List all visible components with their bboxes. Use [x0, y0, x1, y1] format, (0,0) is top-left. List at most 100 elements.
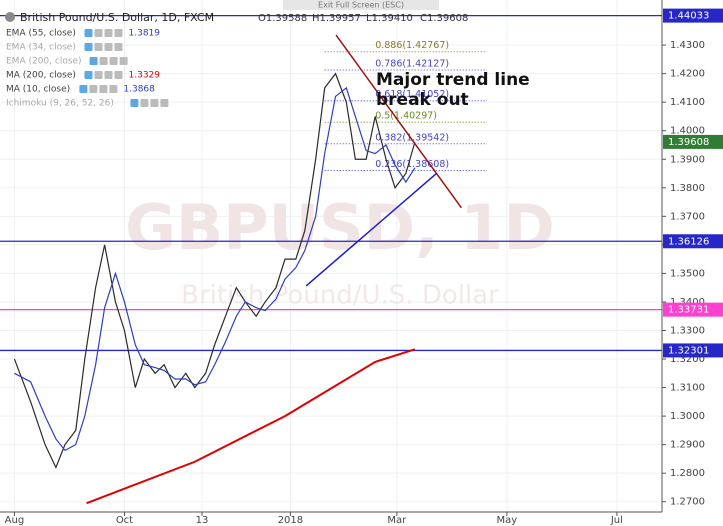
fib-label: 0.886(1.42767)	[375, 40, 449, 51]
y-tick-label: 1.4100	[670, 97, 705, 108]
y-tick-label: 1.4300	[670, 40, 705, 51]
x-tick-label: Aug	[5, 515, 25, 526]
y-tick-label: 1.3700	[670, 211, 705, 222]
y-tick-label: 1.3500	[670, 268, 705, 279]
indicator-label: Ichimoku (9, 26, 52, 26)	[6, 99, 114, 109]
last-price-box	[663, 134, 723, 149]
y-tick-label: 1.3800	[670, 183, 705, 194]
indicator-control[interactable]	[89, 57, 98, 65]
indicator-value: 1.3819	[129, 29, 161, 39]
moving-average	[14, 86, 416, 452]
indicator-label: EMA (34, close)	[6, 43, 76, 53]
x-tick-label: 2018	[278, 515, 303, 526]
indicator-control[interactable]	[99, 85, 108, 93]
ohlc-value: H1.39957	[312, 13, 361, 24]
fib-label: 0.382(1.39542)	[375, 132, 449, 143]
indicator-control[interactable]	[104, 43, 113, 51]
plot-area: 0.886(1.42767) 0.786(1.42127) 0.618(1.4105…	[0, 14, 662, 505]
indicator-control[interactable]	[130, 99, 139, 107]
indicator-control[interactable]	[114, 71, 123, 79]
ohlc-value: L1.39410	[366, 13, 413, 24]
fib-label: 0.236(1.38608)	[375, 159, 449, 170]
y-tick-label: 1.3000	[670, 411, 705, 422]
indicator-control[interactable]	[114, 43, 123, 51]
indicator-label: MA (200, close)	[6, 71, 76, 81]
indicator-control[interactable]	[94, 71, 103, 79]
indicator-control[interactable]	[119, 57, 128, 65]
axes: 1.2700 1.2800 1.2900 1.3000 1.3100 1.3200 1.33…	[5, 8, 723, 526]
trend-line	[305, 172, 437, 287]
level-price-label: 1.33731	[668, 305, 709, 316]
indicator-label: EMA (200, close)	[6, 57, 82, 67]
level-price-label: 1.32301	[668, 345, 709, 356]
y-tick-label: 1.4200	[670, 69, 705, 80]
indicator-value: 1.3329	[129, 71, 161, 81]
x-tick-label: Mar	[387, 515, 407, 526]
indicator-control[interactable]	[84, 43, 93, 51]
y-tick-label: 1.3200	[670, 354, 705, 365]
watermark-symbol: GBPUSD, 1D	[125, 191, 555, 264]
watermark-name: British Pound/U.S. Dollar	[181, 281, 499, 311]
y-tick-label: 1.2800	[670, 468, 705, 479]
x-tick-label: 13	[196, 515, 209, 526]
indicator-value: 1.3868	[123, 85, 155, 95]
header: Exit Full Screen (ESC) British Pound/U.S…	[5, 0, 468, 24]
level-price-label: 1.36126	[668, 236, 709, 247]
indicator-control[interactable]	[94, 43, 103, 51]
x-tick-label: May	[497, 515, 518, 526]
indicator-control[interactable]	[150, 99, 159, 107]
indicator-control[interactable]	[99, 57, 108, 65]
y-tick-label: 1.2900	[670, 440, 705, 451]
indicator-control[interactable]	[89, 85, 98, 93]
y-tick-label: 1.2700	[670, 497, 705, 508]
indicator-legend: EMA (55, close) 1.3819 EMA (34, close) EMA …	[6, 29, 169, 109]
exit-fullscreen-button[interactable]	[283, 0, 439, 10]
indicator-control[interactable]	[104, 29, 113, 37]
indicator-control[interactable]	[84, 71, 93, 79]
indicator-control[interactable]	[79, 85, 88, 93]
moving-average	[86, 348, 416, 505]
exit-fullscreen-label[interactable]: Exit Full Screen (ESC)	[318, 1, 404, 10]
ohlc-value: O1.39588	[258, 13, 307, 24]
annotation-line: Major trend line	[376, 70, 530, 90]
y-tick-label: 1.4000	[670, 126, 705, 137]
price-line	[13, 72, 416, 469]
indicator-control[interactable]	[140, 99, 149, 107]
watermark: GBPUSD, 1D British Pound/U.S. Dollar	[125, 191, 555, 310]
indicator-control[interactable]	[104, 71, 113, 79]
level-price-label: 1.44033	[668, 11, 709, 22]
fib-label: 0.5(1.40297)	[375, 111, 437, 122]
level-price-box	[663, 8, 723, 23]
y-tick-label: 1.3900	[670, 154, 705, 165]
x-tick-label: Jul	[610, 515, 623, 526]
indicator-control[interactable]	[109, 85, 118, 93]
ohlc-value: C1.39608	[420, 13, 468, 24]
fib-label: 0.618(1.41052)	[375, 89, 449, 100]
x-tick-label: Oct	[116, 515, 133, 526]
level-price-box	[663, 302, 723, 317]
indicator-control[interactable]	[160, 99, 169, 107]
indicator-label: MA (10, close)	[6, 85, 70, 95]
y-tick-label: 1.3300	[670, 325, 705, 336]
indicator-control[interactable]	[94, 29, 103, 37]
y-tick-label: 1.3400	[670, 297, 705, 308]
annotation-line: break out	[376, 90, 469, 110]
trend-line	[335, 34, 463, 209]
indicator-control[interactable]	[114, 29, 123, 37]
level-price-box	[663, 234, 723, 249]
indicator-control[interactable]	[84, 29, 93, 37]
fib-label: 0.786(1.42127)	[375, 59, 449, 70]
level-price-box	[663, 343, 723, 358]
symbol-title: British Pound/U.S. Dollar, 1D, FXCM	[20, 11, 214, 24]
indicator-label: EMA (55, close)	[6, 29, 76, 39]
y-tick-label: 1.3100	[670, 383, 705, 394]
last-price-label: 1.39608	[668, 137, 709, 148]
symbol-icon	[5, 12, 15, 22]
indicator-control[interactable]	[109, 57, 118, 65]
ohlc-values: O1.39588 H1.39957 L1.39410 C1.39608	[258, 13, 468, 24]
annotation: Major trend line break out	[376, 70, 530, 110]
